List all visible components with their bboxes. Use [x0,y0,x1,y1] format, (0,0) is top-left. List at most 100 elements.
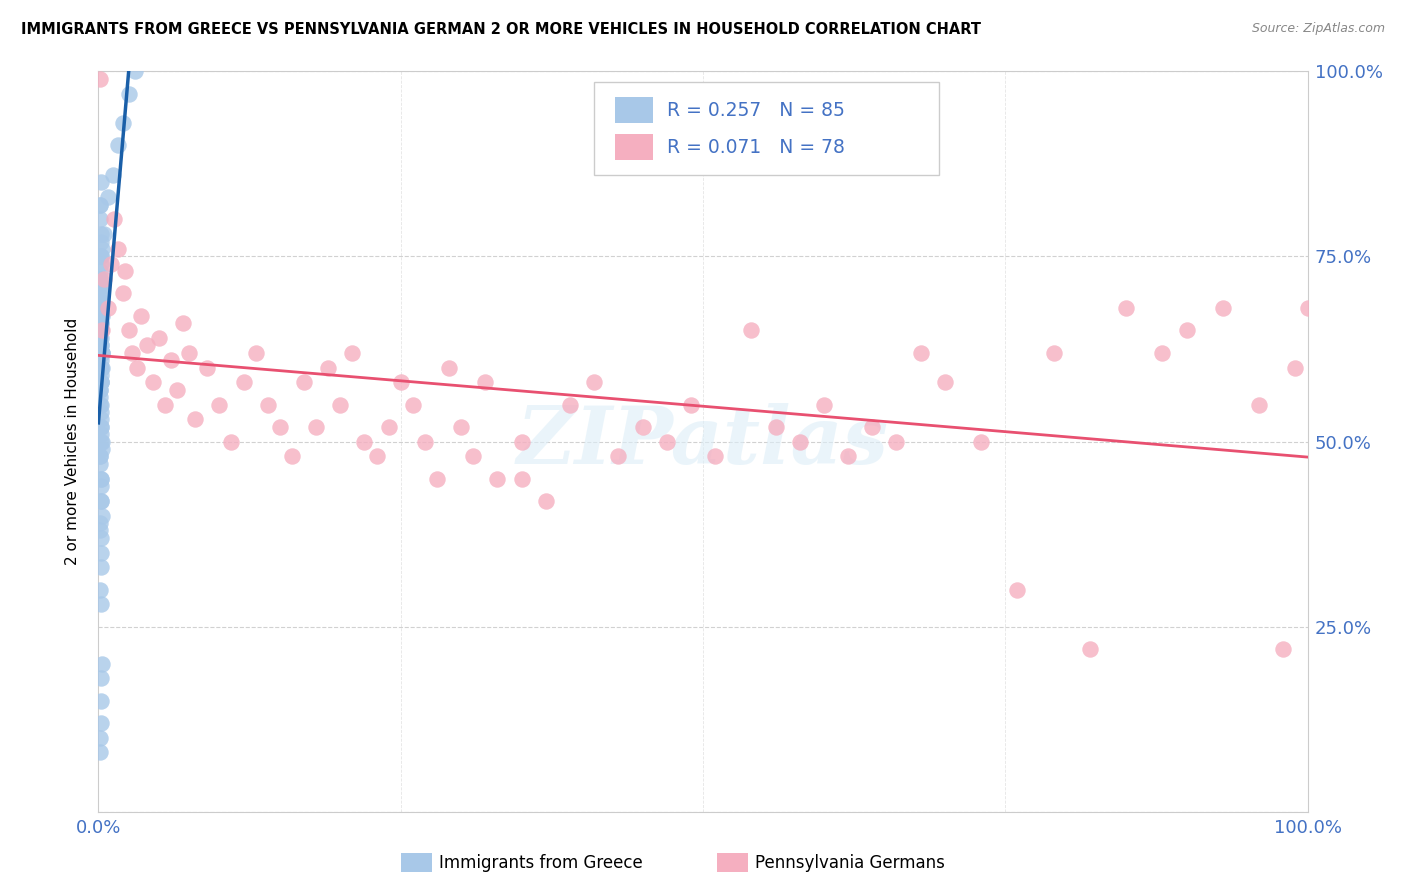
Point [886,434,908,449]
Point [100,257,122,271]
Point [89,383,111,397]
Point [232,376,254,390]
Point [89,324,111,338]
Point [281,450,304,464]
Point [90,338,112,352]
Point [91,309,114,323]
Point [90,324,112,338]
Point [90,672,112,686]
Point [837,450,859,464]
Point [89,746,111,760]
Point [89,398,111,412]
Point [342,345,364,359]
Point [90,175,112,190]
Point [90,398,112,412]
Point [89,516,111,530]
Text: Source: ZipAtlas.com: Source: ZipAtlas.com [1251,22,1385,36]
Point [90,471,112,485]
Point [245,345,267,359]
Point [90,419,112,434]
Point [631,419,654,434]
Point [127,360,149,375]
Point [221,434,243,449]
Point [1175,324,1198,338]
Point [90,531,112,545]
Point [91,508,114,523]
Point [90,427,112,442]
Point [93,227,115,242]
Point [184,412,207,426]
Point [91,345,114,359]
Point [910,345,932,359]
Point [607,450,630,464]
Point [90,715,112,730]
Point [510,434,533,449]
Point [437,360,460,375]
Point [90,376,112,390]
Bar [614,135,654,161]
Point [118,324,141,338]
Point [90,598,112,612]
Point [107,138,129,153]
Point [97,301,120,316]
Point [89,197,111,211]
Point [789,434,811,449]
Point [90,301,112,316]
Point [813,398,835,412]
Point [91,442,114,456]
Point [172,316,194,330]
Text: Pennsylvania Germans: Pennsylvania Germans [755,854,945,871]
Point [305,419,328,434]
Point [89,390,111,404]
Point [970,434,993,449]
Point [486,471,509,485]
Point [90,694,112,708]
Point [89,293,111,308]
Point [118,87,141,101]
Point [90,493,112,508]
Point [89,324,111,338]
Point [90,227,112,242]
Point [142,376,165,390]
Point [89,582,111,597]
Point [534,493,557,508]
Point [91,360,114,375]
Point [90,316,112,330]
Point [1007,582,1029,597]
Point [679,398,702,412]
Point [474,376,496,390]
Point [1212,301,1234,316]
Point [1078,641,1101,656]
Point [90,235,112,249]
Point [208,398,231,412]
Point [765,419,787,434]
Point [89,457,111,471]
Point [558,398,581,412]
Point [89,331,111,345]
Point [90,546,112,560]
Point [89,271,111,285]
Point [90,376,112,390]
Point [114,264,136,278]
Point [124,64,146,78]
Point [269,419,291,434]
Point [316,360,339,375]
Point [1296,301,1319,316]
Point [90,250,112,264]
Point [90,479,112,493]
Point [934,376,956,390]
Point [655,434,678,449]
Point [90,316,112,330]
Point [89,345,111,359]
Point [91,279,114,293]
Point [179,345,201,359]
Point [510,471,533,485]
Point [90,257,112,271]
Point [89,264,111,278]
Point [90,471,112,485]
Point [90,286,112,301]
Point [860,419,883,434]
Point [463,450,485,464]
Point [111,286,134,301]
Point [329,398,352,412]
